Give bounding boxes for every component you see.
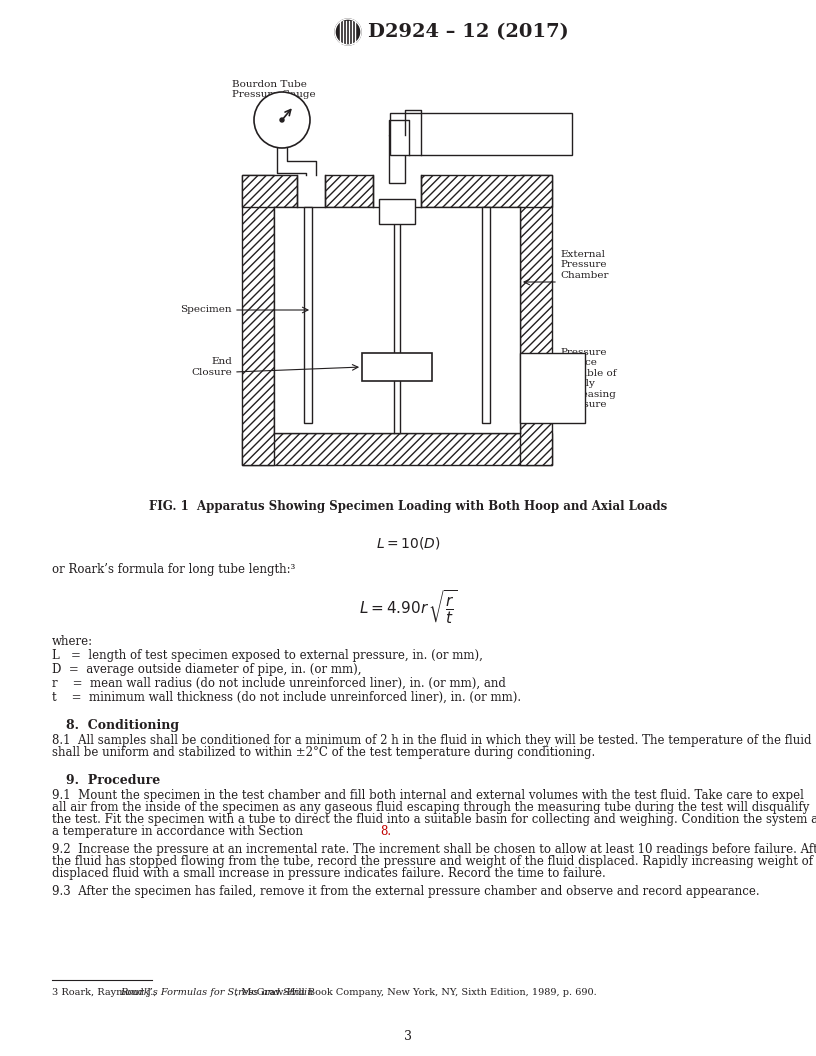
Text: a temperature in accordance with Section: a temperature in accordance with Section [52,825,307,838]
Text: r    =  mean wall radius (do not include unreinforced liner), in. (or mm), and: r = mean wall radius (do not include unr… [52,677,506,690]
Text: 3: 3 [404,1030,412,1043]
Text: where:: where: [52,635,93,648]
Circle shape [254,92,310,148]
Bar [362,353,432,381]
Text: 3 Roark, Raymond J.,: 3 Roark, Raymond J., [52,988,160,997]
Bar [242,175,274,465]
Bar [304,207,312,423]
Bar [421,175,552,207]
Text: L   =  length of test specimen exposed to external pressure, in. (or mm),: L = length of test specimen exposed to e… [52,649,483,662]
Text: FIG. 1  Apparatus Showing Specimen Loading with Both Hoop and Axial Loads: FIG. 1 Apparatus Showing Specimen Loadin… [149,499,667,513]
Text: 8.: 8. [380,825,391,838]
Bar [520,175,552,465]
Bar [482,207,490,423]
Text: the test. Fit the specimen with a tube to direct the fluid into a suitable basin: the test. Fit the specimen with a tube t… [52,813,816,826]
Bar [242,433,552,465]
Text: all air from the inside of the specimen as any gaseous fluid escaping through th: all air from the inside of the specimen … [52,802,809,814]
Text: $L=10(D)$: $L=10(D)$ [375,535,441,551]
Text: End
Closure: End Closure [191,357,232,377]
Text: D  =  average outside diameter of pipe, in. (or mm),: D = average outside diameter of pipe, in… [52,663,361,676]
Text: D2924 – 12 (2017): D2924 – 12 (2017) [368,23,569,41]
Bar [390,113,572,155]
Bar [520,353,585,423]
Circle shape [335,19,361,45]
Text: 9.1  Mount the specimen in the test chamber and fill both internal and external : 9.1 Mount the specimen in the test chamb… [52,789,804,802]
Bar [325,175,373,207]
Bar [274,207,520,433]
Bar [389,135,405,183]
Text: 9.3  After the specimen has failed, remove it from the external pressure chamber: 9.3 After the specimen has failed, remov… [52,885,760,898]
Text: or Roark’s formula for long tube length:³: or Roark’s formula for long tube length:… [52,563,295,576]
Text: shall be uniform and stabilized to within ±2°C of the test temperature during co: shall be uniform and stabilized to withi… [52,746,595,759]
Text: the fluid has stopped flowing from the tube, record the pressure and weight of t: the fluid has stopped flowing from the t… [52,855,813,868]
Bar [242,175,297,207]
Text: t    =  minimum wall thickness (do not include unreinforced liner), in. (or mm).: t = minimum wall thickness (do not inclu… [52,691,521,704]
Text: Bourdon Tube
Pressure Gauge: Bourdon Tube Pressure Gauge [232,80,316,99]
Text: 8.1  All samples shall be conditioned for a minimum of 2 h in the fluid in which: 8.1 All samples shall be conditioned for… [52,734,811,747]
Text: 8.  Conditioning: 8. Conditioning [66,719,180,732]
Bar [379,199,415,224]
Text: Pressure
Source
Capable of
Slowly
Increasing
Pressure: Pressure Source Capable of Slowly Increa… [560,348,617,409]
Text: Roark’s Formulas for Stress and Strain: Roark’s Formulas for Stress and Strain [120,988,313,997]
Circle shape [280,118,284,122]
Text: 9.  Procedure: 9. Procedure [66,774,160,787]
Text: displaced fluid with a small increase in pressure indicates failure. Record the : displaced fluid with a small increase in… [52,867,605,880]
Text: External
Pressure
Chamber: External Pressure Chamber [560,250,609,280]
Text: 9.2  Increase the pressure at an incremental rate. The increment shall be chosen: 9.2 Increase the pressure at an incremen… [52,843,816,856]
Text: , McGraw-Hill Book Company, New York, NY, Sixth Edition, 1989, p. 690.: , McGraw-Hill Book Company, New York, NY… [235,988,596,997]
Text: Transparent Tube Attached to
Graduated Scale: Transparent Tube Attached to Graduated S… [396,118,555,137]
Text: Specimen: Specimen [180,305,232,315]
Text: $L=4.90r\,\sqrt{\dfrac{r}{t}}$: $L=4.90r\,\sqrt{\dfrac{r}{t}}$ [359,588,457,625]
